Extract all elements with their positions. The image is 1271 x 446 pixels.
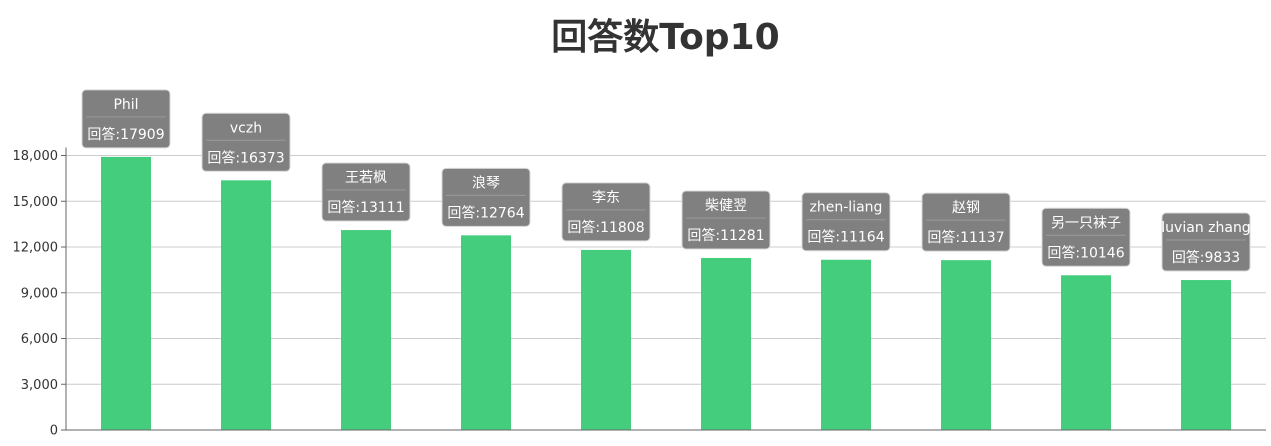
bar-value-label: 回答:12764 [447, 204, 524, 221]
bar-value-label: 回答:17909 [87, 126, 164, 143]
bar[interactable] [821, 259, 871, 430]
bar-label-background [321, 162, 411, 222]
y-tick-label: 15,000 [13, 195, 59, 210]
bar[interactable] [101, 156, 151, 430]
bar-label-background [81, 89, 171, 149]
y-tick-label: 0 [50, 424, 58, 439]
bar[interactable] [701, 257, 751, 430]
bar-category-label: 柴健翌 [705, 198, 747, 214]
bar[interactable] [341, 230, 391, 430]
bar-category-label: 李东 [592, 190, 620, 206]
bar-value-label: 回答:11281 [687, 227, 764, 244]
bar-category-label: 王若枫 [345, 170, 387, 186]
bar-value-label: 回答:16373 [207, 149, 284, 166]
bar[interactable] [1061, 275, 1111, 430]
bar[interactable] [941, 260, 991, 430]
bar-label-background [561, 182, 651, 242]
y-tick-label: 3,000 [21, 378, 58, 393]
axes: 0 3,000 6,000 9,000 12,000 15,000 18,000 [13, 147, 1266, 439]
bar-category-label: vczh [230, 120, 262, 136]
bar-label-background [441, 167, 531, 227]
bar-label-background [681, 190, 771, 250]
y-tick-label: 9,000 [21, 286, 58, 301]
bar-value-label: 回答:11808 [567, 219, 644, 236]
bar-label-box: luvian zhang 回答:9833 [1161, 212, 1251, 272]
bar-label-box: Phil 回答:17909 [81, 89, 171, 149]
bar-category-label: Phil [113, 97, 138, 113]
bars [101, 156, 1231, 430]
bar-value-label: 回答:9833 [1172, 249, 1240, 266]
bar[interactable] [221, 180, 271, 430]
bar[interactable] [1181, 280, 1231, 430]
bar-category-label: 浪琴 [472, 175, 500, 191]
bar-label-background [801, 192, 891, 252]
bar-value-label: 回答:10146 [1047, 244, 1124, 261]
bar-label-box: zhen-liang 回答:11164 [801, 192, 891, 252]
bar-label-background [201, 112, 291, 172]
y-tick-label: 18,000 [13, 149, 59, 164]
bar-label-background [1041, 207, 1131, 267]
bar-value-label: 回答:11164 [807, 229, 884, 246]
bar-category-label: 赵钢 [952, 200, 980, 216]
bar-category-label: luvian zhang [1161, 220, 1250, 236]
bar-label-background [921, 192, 1011, 252]
bar-label-background [1161, 212, 1251, 272]
bar-label-box: vczh 回答:16373 [201, 112, 291, 172]
bar[interactable] [461, 235, 511, 430]
bar-value-label: 回答:11137 [927, 229, 1004, 246]
bar-category-label: zhen-liang [810, 200, 883, 216]
bar-value-label: 回答:13111 [327, 199, 404, 216]
chart-title: 回答数Top10 [551, 17, 780, 58]
y-tick-label: 6,000 [21, 332, 58, 347]
y-tick-label: 12,000 [13, 241, 59, 256]
bar-category-label: 另一只袜子 [1051, 215, 1121, 231]
bar[interactable] [581, 249, 631, 430]
